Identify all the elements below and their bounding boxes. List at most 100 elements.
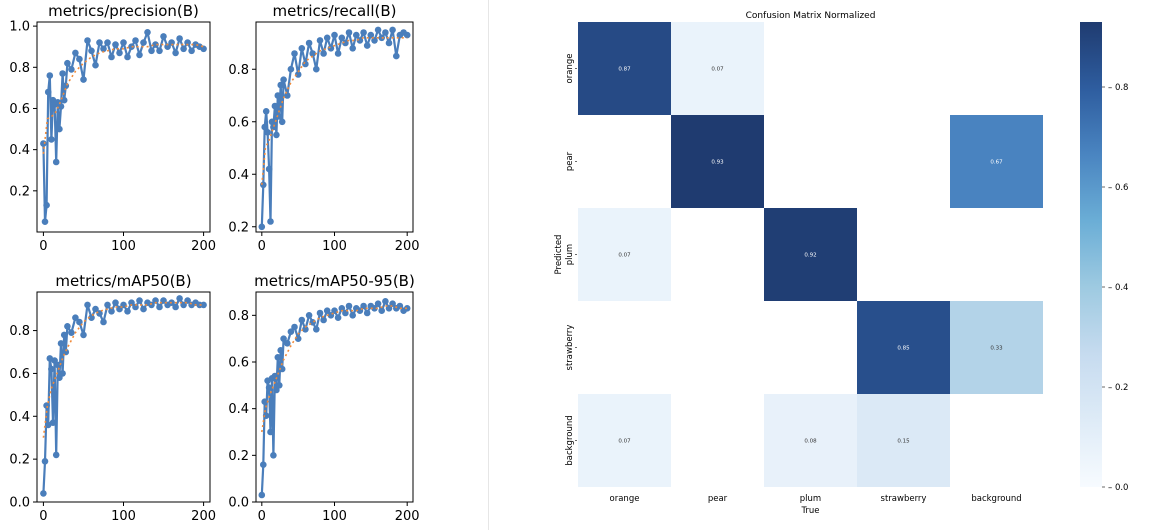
chart-title: metrics/mAP50-95(B) — [254, 272, 415, 290]
results-point — [309, 50, 317, 57]
results-point — [403, 31, 411, 39]
y-tick-label: 0.6 — [9, 102, 30, 117]
results-point — [48, 136, 55, 143]
results-point — [59, 370, 66, 377]
y-tick-label: 0.0 — [228, 496, 249, 511]
heatmap-cell-label: 0.87 — [618, 67, 631, 73]
results-point — [382, 29, 389, 36]
results-point — [57, 103, 65, 110]
results-point — [331, 31, 338, 39]
results-point — [164, 43, 171, 50]
heatmap-cell-label: 0.07 — [618, 253, 631, 259]
results-point — [41, 458, 49, 465]
results-point — [267, 218, 274, 225]
heatmap-cell — [578, 22, 671, 115]
results-point — [124, 308, 131, 315]
results-point — [49, 419, 57, 427]
results-point — [305, 312, 313, 319]
results-point — [276, 113, 283, 120]
y-tick-label: 0.6 — [228, 356, 249, 371]
x-tick-label: 100 — [322, 239, 347, 254]
results-point — [334, 314, 342, 322]
y-tick-label: 0.4 — [9, 410, 30, 425]
results-point — [276, 382, 283, 389]
results-point — [363, 309, 371, 317]
x-category-label: plum — [800, 494, 821, 504]
x-tick-label: 0 — [39, 509, 47, 524]
results-point — [382, 298, 389, 305]
results-point — [76, 55, 83, 63]
colorbar-tick-label: – 0.6 — [1108, 183, 1128, 193]
results-point — [152, 41, 159, 48]
results-point — [116, 49, 123, 57]
x-axis-label: True — [800, 506, 819, 516]
results-point — [68, 66, 75, 73]
y-tick-label: 0.2 — [228, 220, 249, 235]
results-point — [120, 39, 127, 46]
results-point — [43, 402, 50, 409]
results-point — [128, 299, 135, 307]
results-point — [160, 33, 167, 40]
results-point — [44, 88, 52, 96]
heatmap-cell-label: 0.33 — [990, 346, 1003, 352]
results-point — [172, 49, 179, 57]
y-tick-label: 0.4 — [228, 168, 249, 183]
results-point — [132, 37, 139, 44]
results-point — [76, 318, 83, 326]
heatmap-cell — [950, 115, 1043, 208]
results-point — [268, 118, 276, 126]
results-point — [274, 92, 282, 99]
results-point — [200, 301, 207, 309]
results-point — [148, 301, 155, 309]
colorbar — [1080, 22, 1102, 487]
x-category-label: background — [971, 494, 1021, 504]
results-point — [270, 123, 277, 131]
y-tick-label: 0.6 — [228, 115, 249, 130]
results-point — [356, 37, 364, 44]
results-point — [298, 316, 306, 324]
results-point — [108, 53, 115, 61]
results-point — [367, 31, 375, 39]
colorbar-tick-label: – 0.2 — [1108, 383, 1128, 393]
results-point — [280, 76, 287, 83]
results-point — [100, 318, 107, 326]
heatmap-cell-label: 0.15 — [897, 439, 910, 445]
heatmap-cell-label: 0.67 — [990, 160, 1003, 166]
results-point — [378, 307, 386, 315]
results-point — [302, 326, 309, 333]
results-point — [64, 59, 71, 67]
x-tick-label: 200 — [191, 239, 216, 254]
heatmap-cell-label: 0.07 — [711, 67, 724, 73]
heatmap-cell-label: 0.07 — [618, 439, 631, 445]
results-point — [172, 303, 179, 311]
y-tick-label: 0.2 — [9, 184, 30, 199]
heatmap-cell — [671, 22, 764, 115]
results-point — [274, 354, 282, 361]
results-point — [156, 303, 163, 311]
x-tick-label: 100 — [111, 509, 136, 524]
panel-divider — [488, 0, 489, 530]
results-point — [265, 165, 273, 173]
y-tick-label: 0.6 — [9, 367, 30, 382]
results-point — [60, 331, 68, 339]
results-point — [334, 50, 342, 57]
results-point — [277, 347, 285, 354]
results-point — [323, 34, 331, 42]
results-point — [278, 365, 286, 373]
results-point — [363, 42, 371, 49]
y-category-label: strawberry — [565, 325, 575, 371]
results-point — [108, 308, 115, 315]
results-point — [270, 452, 277, 459]
results-point — [260, 461, 267, 469]
heatmap-cell — [671, 115, 764, 208]
results-point — [188, 47, 195, 55]
results-point — [62, 82, 70, 90]
plot-frame — [36, 291, 211, 503]
results-point — [41, 218, 49, 225]
colorbar-tick-label: – 0.8 — [1108, 83, 1128, 93]
x-tick-label: 0 — [258, 509, 266, 524]
results-point — [349, 45, 357, 52]
results-point — [64, 323, 71, 330]
results-point — [84, 301, 91, 309]
